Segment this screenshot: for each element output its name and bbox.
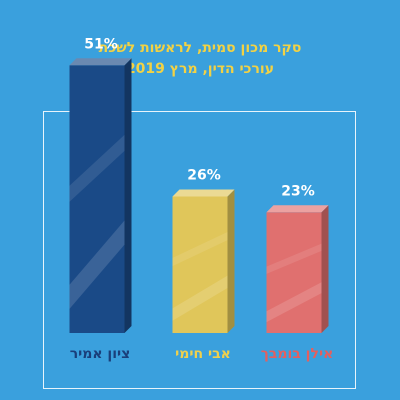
category-label: אבי חימי <box>175 346 231 362</box>
bar-value-label: 51% <box>84 36 118 52</box>
bar-1: 51% ציון אמיר <box>69 36 132 362</box>
bar-2: 26% אבי חימי <box>172 168 235 362</box>
bar-highlight-stripe <box>172 275 228 321</box>
bar-top-face <box>69 58 132 66</box>
chart-frame <box>43 111 356 389</box>
bar-top-face <box>172 189 235 197</box>
bar-3: 23% אילן בומבך <box>261 183 334 362</box>
bar-highlight-stripe <box>172 231 228 267</box>
bar-highlight-stripe <box>69 134 125 202</box>
bar-highlight-stripe <box>69 220 125 309</box>
bar-highlight-stripe <box>266 282 322 323</box>
bar-front-face <box>69 65 125 333</box>
chart-title-line-2: עורכי הדין, מרץ 2019 <box>125 61 275 77</box>
bar-highlight-stripe <box>266 243 322 274</box>
bar-side-face <box>227 189 235 333</box>
bar-side-face <box>124 58 132 333</box>
chart-title-line-1: סקר מכון סמית, לראשות לשכת <box>98 40 302 56</box>
bar-value-label: 26% <box>187 168 221 184</box>
category-label: אילן בומבך <box>261 346 334 362</box>
bar-front-face <box>172 196 228 333</box>
bar-value-label: 23% <box>281 183 315 199</box>
bar-front-face <box>266 212 322 333</box>
bar-top-face <box>266 205 329 213</box>
category-label: ציון אמיר <box>70 346 131 362</box>
bar-side-face <box>321 205 329 333</box>
